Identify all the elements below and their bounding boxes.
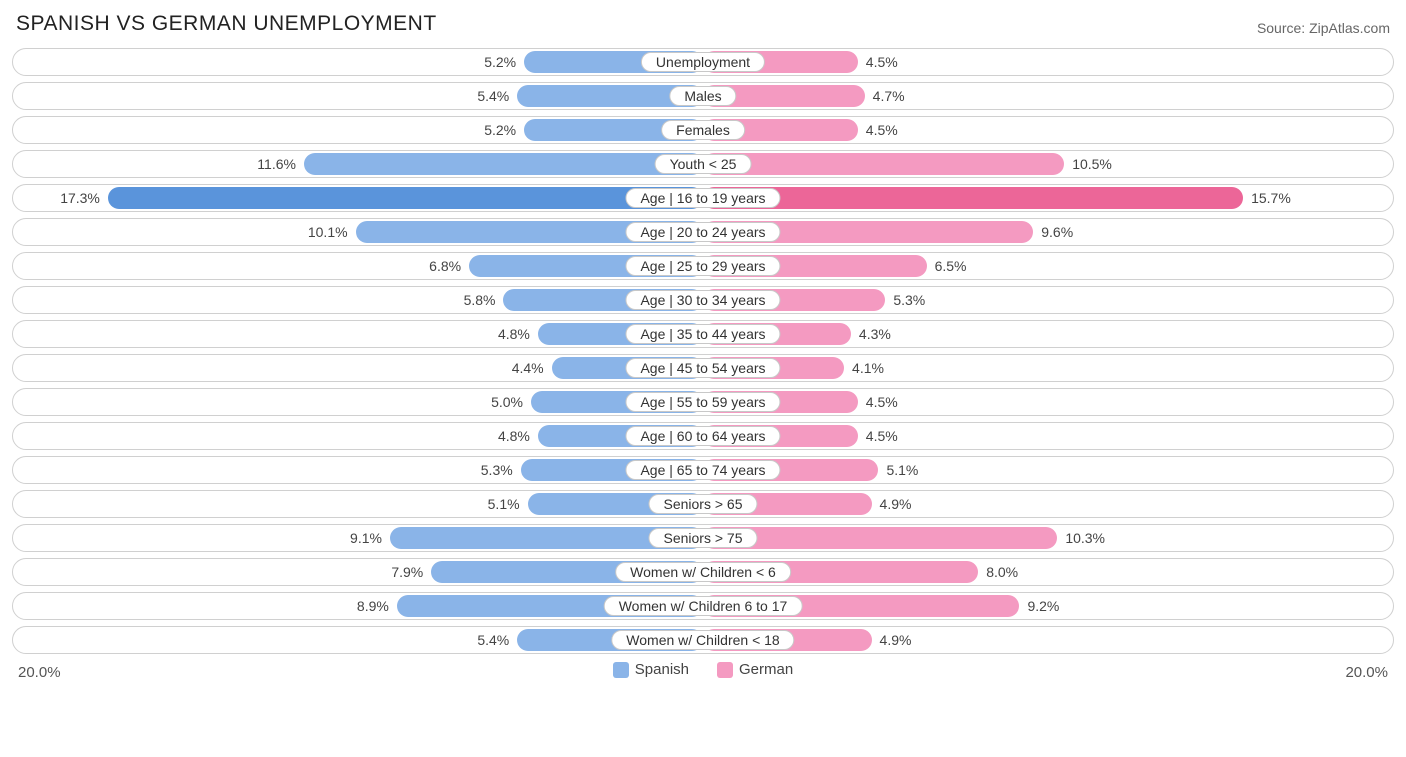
row-label: Age | 65 to 74 years — [625, 460, 780, 480]
left-value: 5.3% — [473, 462, 521, 478]
chart-row: 5.3% 5.1% Age | 65 to 74 years — [12, 456, 1394, 484]
row-label: Age | 30 to 34 years — [625, 290, 780, 310]
right-value: 6.5% — [927, 258, 975, 274]
axis-right-max: 20.0% — [1345, 664, 1388, 681]
row-label: Age | 35 to 44 years — [625, 324, 780, 344]
row-label: Women w/ Children 6 to 17 — [604, 596, 803, 616]
left-value: 8.9% — [349, 598, 397, 614]
right-bar — [703, 153, 1064, 175]
right-value: 4.5% — [858, 54, 906, 70]
row-label: Seniors > 75 — [649, 528, 758, 548]
right-value: 5.1% — [878, 462, 926, 478]
row-label: Women w/ Children < 18 — [611, 630, 794, 650]
right-bar — [703, 187, 1243, 209]
row-label: Age | 25 to 29 years — [625, 256, 780, 276]
chart-row: 9.1% 10.3% Seniors > 75 — [12, 524, 1394, 552]
left-value: 4.8% — [490, 428, 538, 444]
right-value: 4.5% — [858, 394, 906, 410]
row-label: Females — [661, 120, 745, 140]
right-value: 4.3% — [851, 326, 899, 342]
right-value: 5.3% — [885, 292, 933, 308]
left-value: 7.9% — [383, 564, 431, 580]
row-label: Age | 20 to 24 years — [625, 222, 780, 242]
row-label: Unemployment — [641, 52, 765, 72]
chart-source: Source: ZipAtlas.com — [1257, 20, 1390, 36]
right-value: 4.9% — [872, 632, 920, 648]
left-value: 9.1% — [342, 530, 390, 546]
left-value: 5.1% — [480, 496, 528, 512]
row-label: Women w/ Children < 6 — [615, 562, 791, 582]
left-value: 5.2% — [476, 54, 524, 70]
left-bar — [108, 187, 703, 209]
legend-label-spanish: Spanish — [635, 661, 689, 678]
right-value: 4.5% — [858, 428, 906, 444]
right-value: 4.9% — [872, 496, 920, 512]
left-value: 17.3% — [52, 190, 108, 206]
chart-row: 5.2% 4.5% Females — [12, 116, 1394, 144]
right-value: 15.7% — [1243, 190, 1299, 206]
row-label: Seniors > 65 — [649, 494, 758, 514]
chart-row: 4.4% 4.1% Age | 45 to 54 years — [12, 354, 1394, 382]
chart-row: 5.1% 4.9% Seniors > 65 — [12, 490, 1394, 518]
legend-item-german: German — [717, 661, 793, 678]
left-value: 5.2% — [476, 122, 524, 138]
legend-swatch-german — [717, 662, 733, 678]
chart-row: 5.2% 4.5% Unemployment — [12, 48, 1394, 76]
row-label: Males — [669, 86, 736, 106]
legend-label-german: German — [739, 661, 793, 678]
right-value: 9.6% — [1033, 224, 1081, 240]
chart-row: 4.8% 4.3% Age | 35 to 44 years — [12, 320, 1394, 348]
row-label: Youth < 25 — [655, 154, 752, 174]
legend-item-spanish: Spanish — [613, 661, 689, 678]
left-value: 5.4% — [469, 632, 517, 648]
row-label: Age | 60 to 64 years — [625, 426, 780, 446]
left-value: 4.8% — [490, 326, 538, 342]
chart-row: 5.4% 4.9% Women w/ Children < 18 — [12, 626, 1394, 654]
chart-row: 5.0% 4.5% Age | 55 to 59 years — [12, 388, 1394, 416]
chart-row: 4.8% 4.5% Age | 60 to 64 years — [12, 422, 1394, 450]
left-value: 4.4% — [504, 360, 552, 376]
right-value: 9.2% — [1019, 598, 1067, 614]
chart-row: 6.8% 6.5% Age | 25 to 29 years — [12, 252, 1394, 280]
left-value: 5.8% — [456, 292, 504, 308]
right-value: 4.1% — [844, 360, 892, 376]
left-value: 5.4% — [469, 88, 517, 104]
chart-title: SPANISH VS GERMAN UNEMPLOYMENT — [16, 12, 437, 36]
chart-header: SPANISH VS GERMAN UNEMPLOYMENT Source: Z… — [12, 12, 1394, 36]
axis-left-max: 20.0% — [18, 664, 61, 681]
chart-row: 8.9% 9.2% Women w/ Children 6 to 17 — [12, 592, 1394, 620]
row-label: Age | 45 to 54 years — [625, 358, 780, 378]
chart-row: 5.8% 5.3% Age | 30 to 34 years — [12, 286, 1394, 314]
chart-row: 5.4% 4.7% Males — [12, 82, 1394, 110]
right-value: 8.0% — [978, 564, 1026, 580]
chart-row: 7.9% 8.0% Women w/ Children < 6 — [12, 558, 1394, 586]
chart-row: 10.1% 9.6% Age | 20 to 24 years — [12, 218, 1394, 246]
chart-row: 11.6% 10.5% Youth < 25 — [12, 150, 1394, 178]
chart-row: 17.3% 15.7% Age | 16 to 19 years — [12, 184, 1394, 212]
right-value: 10.5% — [1064, 156, 1120, 172]
row-label: Age | 55 to 59 years — [625, 392, 780, 412]
left-bar — [304, 153, 703, 175]
left-value: 11.6% — [249, 156, 304, 172]
legend: Spanish German — [12, 661, 1394, 678]
right-value: 4.7% — [865, 88, 913, 104]
left-value: 6.8% — [421, 258, 469, 274]
left-value: 10.1% — [300, 224, 356, 240]
left-value: 5.0% — [483, 394, 531, 410]
legend-swatch-spanish — [613, 662, 629, 678]
butterfly-chart: 5.2% 4.5% Unemployment 5.4% 4.7% Males 5.2% 4.5… — [12, 48, 1394, 654]
right-value: 10.3% — [1057, 530, 1113, 546]
row-label: Age | 16 to 19 years — [625, 188, 780, 208]
right-value: 4.5% — [858, 122, 906, 138]
